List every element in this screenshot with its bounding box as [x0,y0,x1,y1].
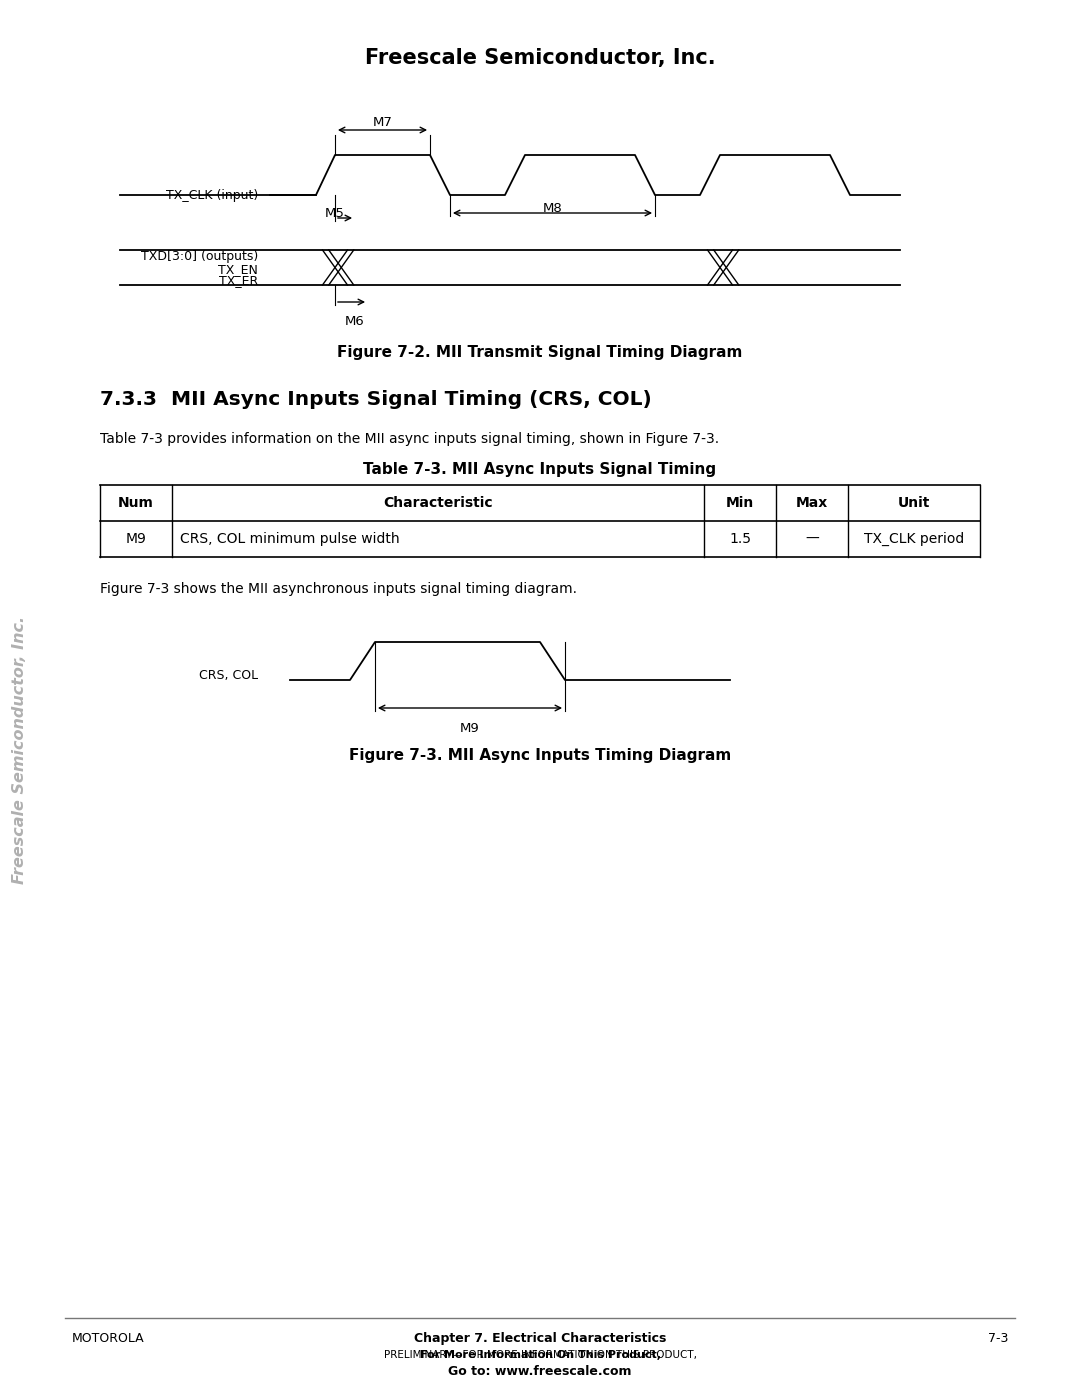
Text: PRELIMINARY—FOR MORE INFORMATION ON THIS PRODUCT,: PRELIMINARY—FOR MORE INFORMATION ON THIS… [383,1350,697,1361]
Text: TX_CLK (input): TX_CLK (input) [165,189,258,201]
Text: CRS, COL: CRS, COL [199,669,258,682]
Text: Max: Max [796,496,828,510]
Text: Figure 7-3 shows the MII asynchronous inputs signal timing diagram.: Figure 7-3 shows the MII asynchronous in… [100,583,577,597]
Text: TXD[3:0] (outputs): TXD[3:0] (outputs) [140,250,258,263]
Text: Characteristic: Characteristic [383,496,492,510]
Text: Table 7-3. MII Async Inputs Signal Timing: Table 7-3. MII Async Inputs Signal Timin… [364,462,716,476]
Text: M9: M9 [125,532,147,546]
Text: —: — [805,532,819,546]
Text: Chapter 7. Electrical Characteristics: Chapter 7. Electrical Characteristics [414,1331,666,1345]
Text: M5: M5 [325,207,345,219]
Text: 7.3.3  MII Async Inputs Signal Timing (CRS, COL): 7.3.3 MII Async Inputs Signal Timing (CR… [100,390,651,409]
Text: For More Information On This Product,: For More Information On This Product, [419,1350,661,1361]
Text: M7: M7 [373,116,392,129]
Text: Freescale Semiconductor, Inc.: Freescale Semiconductor, Inc. [365,47,715,68]
Text: 7-3: 7-3 [987,1331,1008,1345]
Text: M9: M9 [460,722,480,735]
Text: M8: M8 [542,203,563,215]
Text: TX_CLK period: TX_CLK period [864,532,964,546]
Text: CRS, COL minimum pulse width: CRS, COL minimum pulse width [180,532,400,546]
Text: Num: Num [118,496,154,510]
Text: TX_ER: TX_ER [219,274,258,286]
Text: Figure 7-3. MII Async Inputs Timing Diagram: Figure 7-3. MII Async Inputs Timing Diag… [349,747,731,763]
Text: Table 7-3 provides information on the MII async inputs signal timing, shown in F: Table 7-3 provides information on the MI… [100,432,719,446]
Text: 1.5: 1.5 [729,532,751,546]
Text: M6: M6 [345,314,364,328]
Text: MOTOROLA: MOTOROLA [72,1331,145,1345]
Text: Min: Min [726,496,754,510]
Text: Unit: Unit [897,496,930,510]
Text: TX_EN: TX_EN [218,263,258,277]
Text: Figure 7-2. MII Transmit Signal Timing Diagram: Figure 7-2. MII Transmit Signal Timing D… [337,345,743,360]
Text: Freescale Semiconductor, Inc.: Freescale Semiconductor, Inc. [13,616,27,884]
Text: Go to: www.freescale.com: Go to: www.freescale.com [448,1365,632,1377]
